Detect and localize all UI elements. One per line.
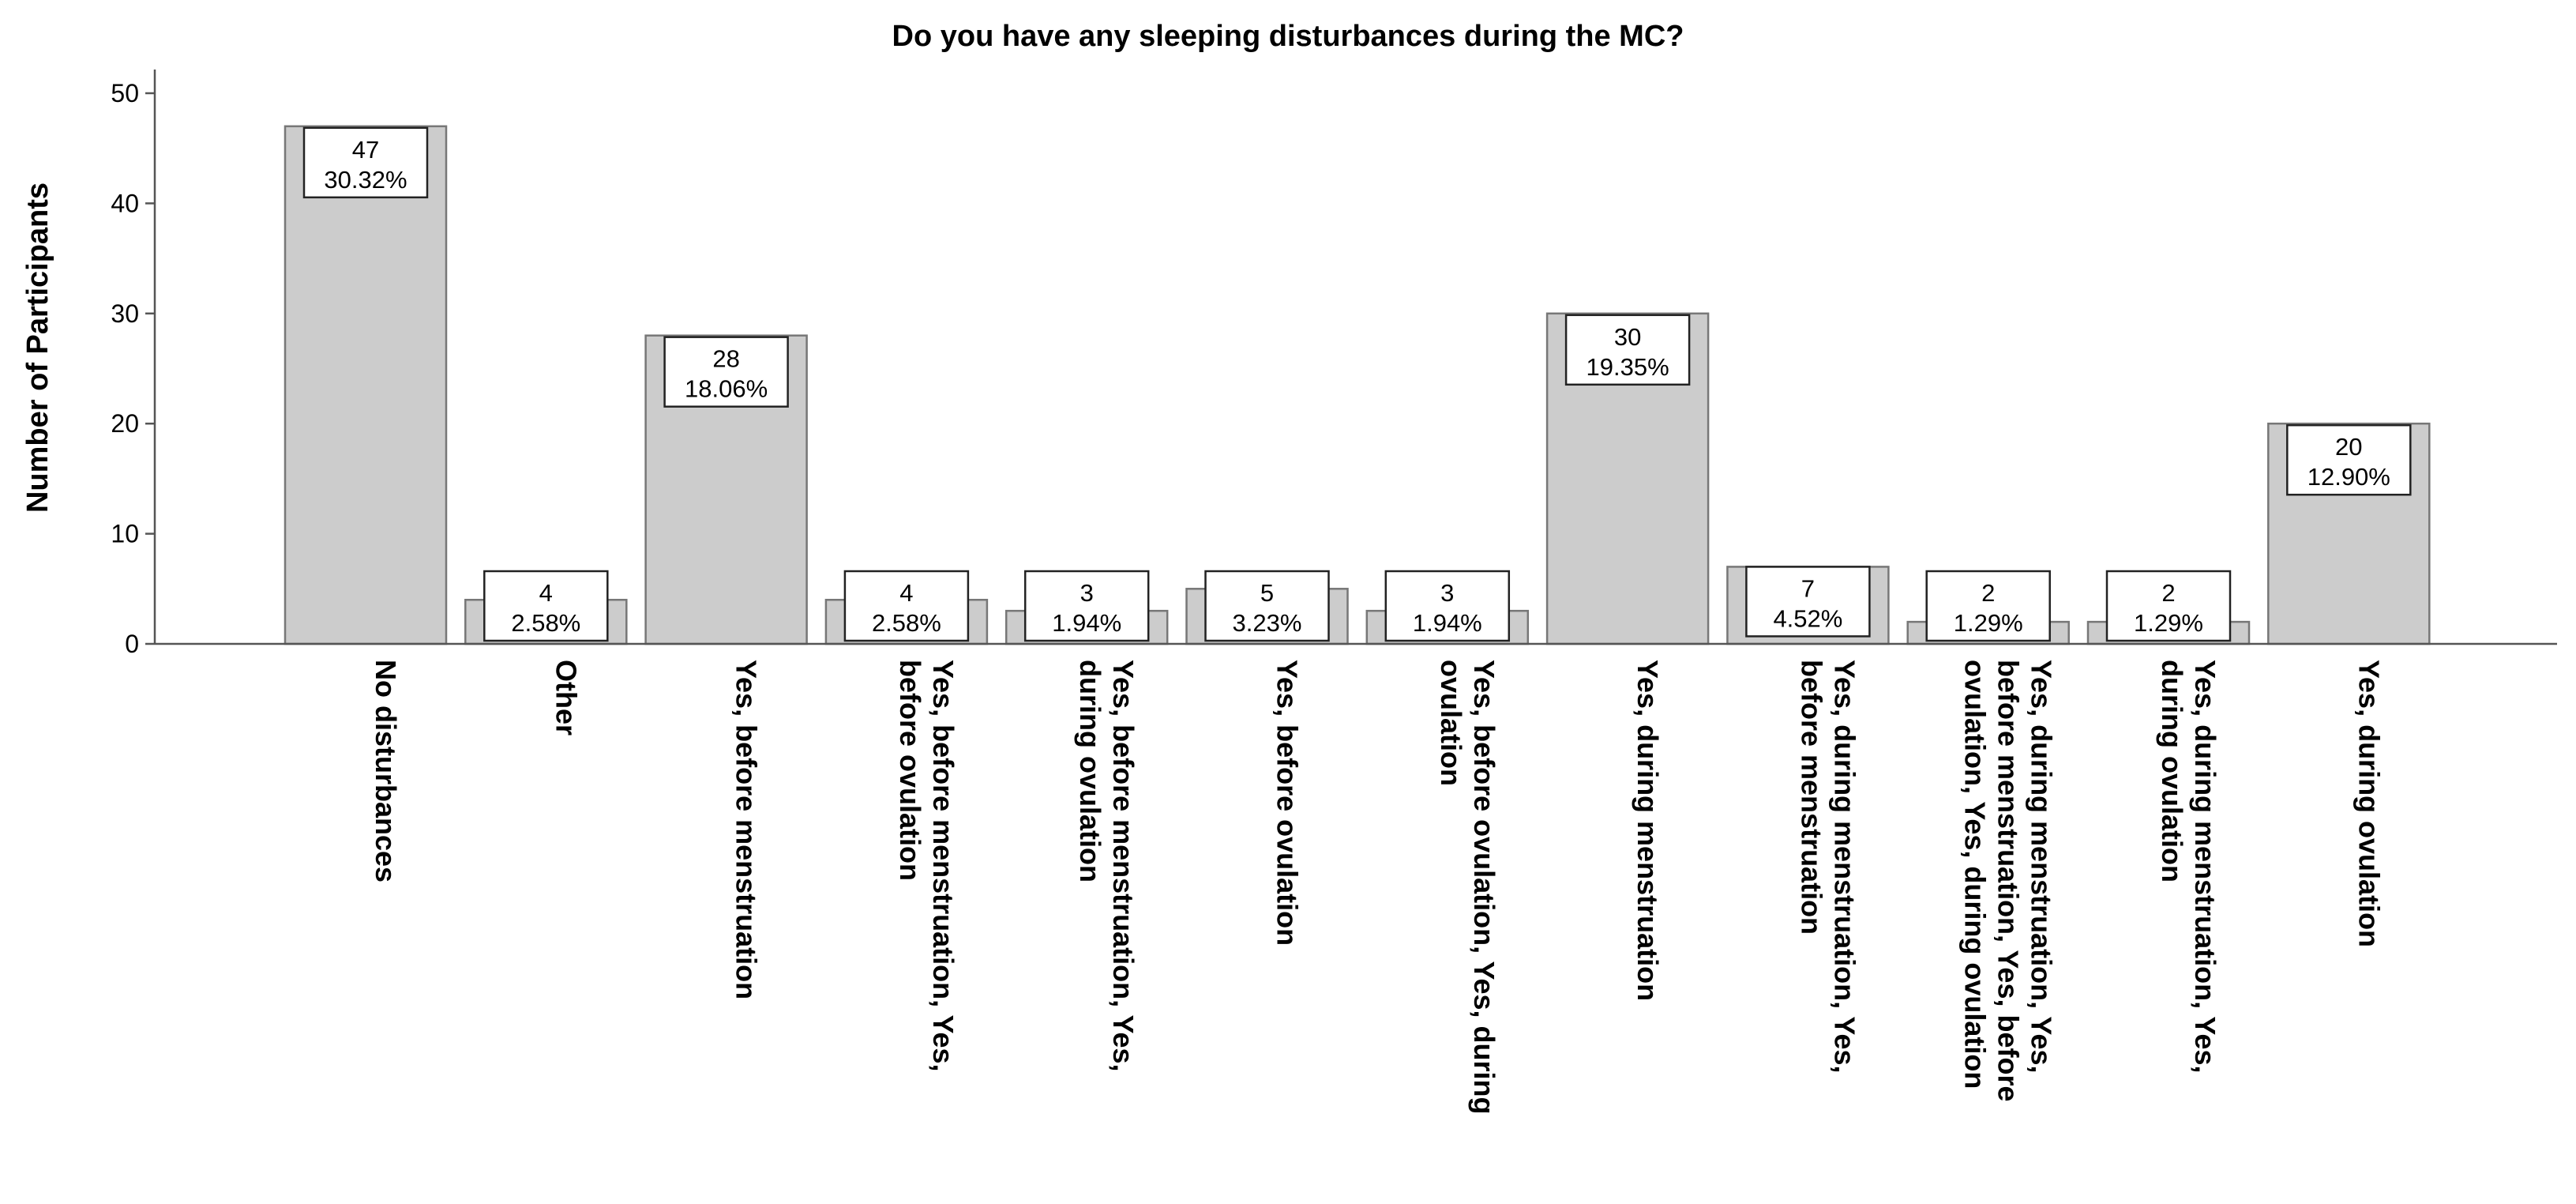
x-tick-label-line: ovulation, Yes, during ovulation bbox=[1959, 660, 1992, 1089]
data-label-percent: 4.52% bbox=[1773, 604, 1842, 632]
data-label-count: 5 bbox=[1260, 579, 1274, 607]
data-label-count: 2 bbox=[1981, 579, 1995, 607]
x-tick-label: Yes, before menstruation, Yes,before ovu… bbox=[894, 660, 959, 1072]
data-label-box bbox=[2105, 570, 2232, 642]
data-label-box bbox=[843, 570, 970, 642]
x-tick-label-line: Yes, during ovulation bbox=[2353, 660, 2385, 947]
data-label-box bbox=[1925, 570, 2051, 642]
chart-title: Do you have any sleeping disturbances du… bbox=[892, 20, 1684, 53]
y-tick-label: 50 bbox=[111, 79, 139, 107]
x-tick-label-line: Other bbox=[550, 660, 582, 736]
bar bbox=[284, 125, 448, 645]
data-label-box bbox=[1023, 570, 1150, 642]
x-tick-label-line: Yes, before menstruation bbox=[730, 660, 763, 999]
data-label: 74.52% bbox=[1745, 566, 1871, 638]
data-label-box bbox=[2286, 423, 2412, 496]
x-tick-label-line: No disturbances bbox=[370, 660, 402, 882]
data-label-percent: 19.35% bbox=[1587, 353, 1669, 381]
y-tick-label: 20 bbox=[111, 409, 139, 438]
x-tick-label-line: before menstruation bbox=[1795, 660, 1827, 935]
data-label-count: 3 bbox=[1080, 579, 1094, 607]
x-tick-label: Yes, during menstruation, Yes,before men… bbox=[1795, 660, 1861, 1074]
x-tick-label: Yes, before ovulation bbox=[1271, 660, 1304, 946]
data-label-percent: 1.29% bbox=[1954, 609, 2023, 637]
data-label-count: 2 bbox=[2161, 579, 2175, 607]
data-label-percent: 30.32% bbox=[324, 166, 407, 194]
data-label-percent: 12.90% bbox=[2308, 463, 2390, 491]
data-label-percent: 1.29% bbox=[2134, 609, 2203, 637]
data-label-percent: 2.58% bbox=[511, 609, 580, 637]
data-label-count: 30 bbox=[1614, 323, 1641, 351]
x-tick-label: Yes, before menstruation bbox=[730, 660, 763, 999]
x-tick-label-line: before ovulation bbox=[894, 660, 926, 881]
y-tick-label: 40 bbox=[111, 189, 139, 217]
data-label-percent: 3.23% bbox=[1233, 609, 1302, 637]
x-tick-label: Yes, during menstruation bbox=[1632, 660, 1664, 1001]
x-tick-label: Other bbox=[550, 660, 582, 736]
x-tick-label-line: Yes, during menstruation, Yes, bbox=[2026, 660, 2058, 1074]
x-tick-label-line: Yes, during menstruation bbox=[1632, 660, 1664, 1001]
x-tick-label-line: Yes, before menstruation, Yes, bbox=[927, 660, 959, 1072]
data-label-percent: 1.94% bbox=[1413, 609, 1482, 637]
data-label-box bbox=[663, 336, 789, 408]
x-tick-label-line: ovulation bbox=[1435, 660, 1467, 786]
data-label-percent: 18.06% bbox=[685, 375, 768, 403]
x-tick-label-line: Yes, during menstruation, Yes, bbox=[1828, 660, 1861, 1074]
data-label: 21.29% bbox=[1925, 570, 2051, 642]
data-label-box bbox=[1204, 570, 1330, 642]
x-tick-label: Yes, during ovulation bbox=[2353, 660, 2385, 947]
data-label-box bbox=[1384, 570, 1511, 642]
plot-area: 010203040504730.32%42.58%2818.06%42.58%3… bbox=[111, 70, 2557, 1115]
data-label-count: 47 bbox=[352, 136, 379, 164]
data-label: 42.58% bbox=[843, 570, 970, 642]
y-tick-label: 0 bbox=[125, 630, 139, 658]
x-tick-label: Yes, before ovulation, Yes, duringovulat… bbox=[1435, 660, 1500, 1115]
data-label-box bbox=[1745, 566, 1871, 638]
data-label-count: 4 bbox=[539, 579, 553, 607]
x-tick-label: No disturbances bbox=[370, 660, 402, 882]
data-label-count: 4 bbox=[899, 579, 913, 607]
x-tick-label-line: Yes, during menstruation, Yes, bbox=[2189, 660, 2221, 1074]
data-label: 31.94% bbox=[1384, 570, 1511, 642]
y-axis-label: Number of Participants bbox=[21, 182, 54, 513]
data-label-percent: 1.94% bbox=[1052, 609, 1121, 637]
data-label-count: 20 bbox=[2335, 433, 2362, 461]
x-tick-label: Yes, during menstruation, Yes,during ovu… bbox=[2156, 660, 2221, 1074]
data-label: 21.29% bbox=[2105, 570, 2232, 642]
data-label-box bbox=[1564, 314, 1691, 386]
data-label-box bbox=[483, 570, 609, 642]
y-tick-label: 10 bbox=[111, 520, 139, 548]
data-label: 31.94% bbox=[1023, 570, 1150, 642]
x-tick-label: Yes, before menstruation, Yes,during ovu… bbox=[1074, 660, 1140, 1072]
y-tick-label: 30 bbox=[111, 299, 139, 328]
x-tick-label-line: Yes, before ovulation, Yes, during bbox=[1468, 660, 1500, 1115]
x-tick-label-line: before menstruation, Yes, before bbox=[1992, 660, 2025, 1102]
data-label-count: 3 bbox=[1440, 579, 1454, 607]
x-tick-label-line: Yes, before menstruation, Yes, bbox=[1107, 660, 1140, 1072]
x-tick-label-line: during ovulation bbox=[1074, 660, 1106, 882]
data-label: 53.23% bbox=[1204, 570, 1330, 642]
data-label: 42.58% bbox=[483, 570, 609, 642]
data-label-count: 28 bbox=[712, 345, 739, 373]
x-tick-label: Yes, during menstruation, Yes,before men… bbox=[1959, 660, 2058, 1102]
x-tick-label-line: Yes, before ovulation bbox=[1271, 660, 1304, 946]
data-label-percent: 2.58% bbox=[872, 609, 941, 637]
data-label-box bbox=[302, 126, 429, 199]
data-label-count: 7 bbox=[1801, 574, 1815, 602]
x-tick-label-line: during ovulation bbox=[2156, 660, 2188, 882]
